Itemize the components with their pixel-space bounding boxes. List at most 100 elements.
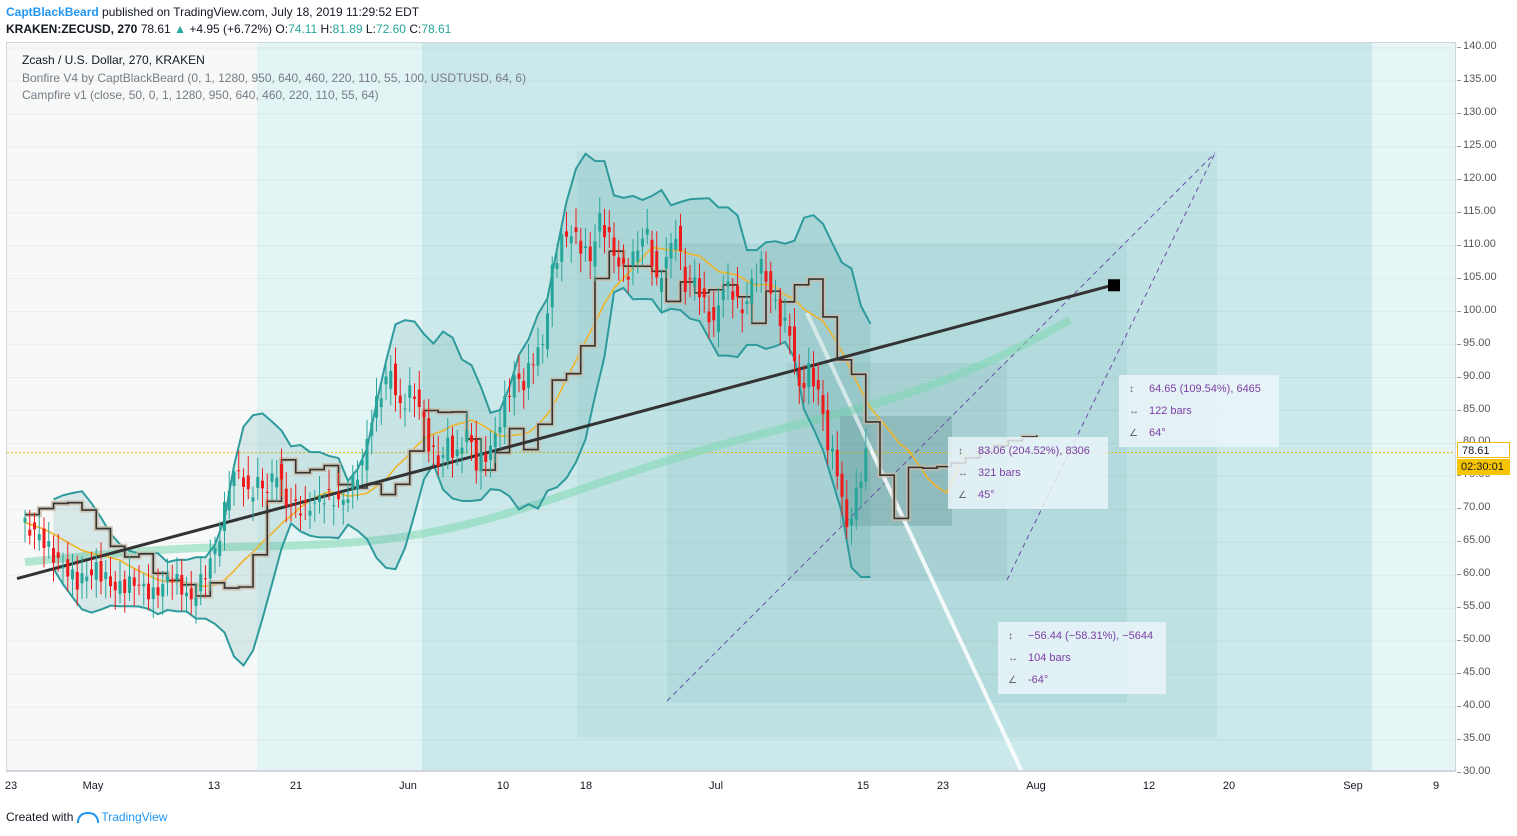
- candle-body: [674, 238, 678, 250]
- candle-body: [308, 510, 312, 516]
- candle-body: [327, 489, 331, 491]
- candle: [37, 514, 41, 551]
- candle-body: [346, 499, 350, 503]
- candle-body: [299, 513, 302, 516]
- x-tick-label: Jun: [399, 780, 417, 792]
- candle-body: [351, 475, 355, 489]
- candle: [132, 568, 136, 606]
- candle-body: [33, 522, 36, 530]
- candle-body: [185, 592, 188, 597]
- candle-body: [655, 251, 659, 278]
- open-label: O:: [275, 22, 289, 36]
- candle: [384, 359, 388, 400]
- footer-brand[interactable]: TradingView: [101, 810, 168, 824]
- candle-body: [569, 236, 573, 244]
- legend-bonfire[interactable]: Bonfire V4 by CaptBlackBeard (0, 1, 1280…: [22, 71, 527, 85]
- change-value: +4.95 (+6.72%): [189, 22, 273, 36]
- candle-body: [745, 301, 749, 305]
- last-price: 78.61: [140, 22, 171, 36]
- candle: [166, 558, 169, 596]
- legend-campfire[interactable]: Campfire v1 (close, 50, 0, 1, 1280, 950,…: [22, 88, 379, 102]
- measure-3-change: −56.44 (−58.31%), −5644: [1028, 630, 1154, 642]
- candle-body: [859, 481, 863, 489]
- candle: [337, 473, 340, 508]
- candle-body: [617, 257, 621, 267]
- x-tick-label: 12: [1142, 780, 1156, 792]
- candle: [289, 487, 293, 522]
- candle-body: [137, 584, 141, 586]
- candle: [508, 378, 511, 412]
- candle-body: [180, 574, 184, 595]
- candle: [821, 379, 825, 432]
- last-price-tag: 78.61: [1457, 442, 1510, 458]
- candle-body: [175, 573, 179, 580]
- measure-box-3[interactable]: ↕ −56.44 (−58.31%), −5644 ↔ 104 bars ∠ -64°: [998, 622, 1166, 694]
- time-axis[interactable]: 23 May 13 21 Jun 10 18 Jul 15 23 Aug 12 20 Sep 9: [5, 771, 1456, 802]
- candle: [522, 368, 526, 409]
- candle-body: [451, 435, 454, 458]
- candle: [417, 370, 421, 420]
- y-tick-label: 100.00: [1457, 303, 1497, 316]
- low-value: 72.60: [375, 22, 406, 36]
- candle: [142, 573, 146, 606]
- chart-pane[interactable]: Zcash / U.S. Dollar, 270, KRAKEN Bonfire…: [6, 42, 1456, 771]
- measure-box-1[interactable]: ↕ 64.65 (109.54%), 6465 ↔ 122 bars ∠ 64°: [1119, 375, 1279, 447]
- candle-body: [650, 239, 654, 267]
- candle: [189, 570, 193, 615]
- symbol-label: KRAKEN:ZECUSD, 270: [6, 22, 138, 36]
- candle-body: [698, 278, 701, 298]
- candle-body: [645, 228, 649, 235]
- y-tick-label: 45.00: [1457, 666, 1491, 679]
- candle: [588, 232, 592, 280]
- bar-timer-tag: 02:30:01: [1457, 459, 1510, 475]
- y-tick-label: 55.00: [1457, 600, 1491, 613]
- candle: [674, 219, 678, 261]
- candle-body: [56, 552, 60, 558]
- x-tick-label: Sep: [1343, 780, 1363, 792]
- candle: [246, 455, 250, 500]
- y-tick-label: 105.00: [1457, 270, 1497, 283]
- price-range-icon: ↕: [1008, 631, 1013, 642]
- x-tick-label: 15: [856, 780, 870, 792]
- candle-body: [588, 246, 592, 262]
- measure-box-2[interactable]: ↕ 83.06 (204.52%), 8306 ↔ 321 bars ∠ 45°: [948, 437, 1108, 509]
- candle-body: [717, 305, 720, 333]
- candle-body: [489, 445, 492, 461]
- bollinger-lower: [52, 286, 871, 668]
- candle: [137, 565, 141, 596]
- candle: [199, 555, 203, 606]
- candle-body: [227, 490, 231, 511]
- angle-icon: ∠: [1129, 428, 1138, 439]
- candle: [23, 510, 27, 543]
- candle: [793, 307, 796, 375]
- y-tick-label: 125.00: [1457, 138, 1497, 151]
- candle: [755, 263, 758, 293]
- candle-body: [94, 561, 98, 580]
- candle: [451, 426, 454, 478]
- candle-body: [379, 398, 383, 408]
- candle-body: [612, 237, 616, 256]
- candle: [370, 409, 374, 455]
- candle-body: [826, 410, 830, 451]
- x-tick-label: Aug: [1026, 780, 1046, 792]
- long-ma-halo: [24, 316, 1072, 567]
- price-axis[interactable]: 140.00 135.00 130.00 125.00 120.00 115.00 110.…: [1457, 40, 1512, 777]
- candle: [47, 522, 51, 559]
- candle-body: [147, 583, 150, 600]
- author-link[interactable]: CaptBlackBeard: [6, 5, 99, 19]
- candle: [769, 261, 773, 314]
- y-tick-label: 50.00: [1457, 633, 1491, 646]
- candle: [750, 268, 754, 324]
- candle-body: [403, 408, 407, 410]
- candle-body: [802, 382, 806, 389]
- candle: [251, 486, 255, 521]
- candle: [213, 536, 217, 574]
- candle: [75, 555, 79, 606]
- candle: [446, 417, 450, 470]
- y-tick-label: 120.00: [1457, 171, 1497, 184]
- ohlc-header: KRAKEN:ZECUSD, 270 78.61 ▲ +4.95 (+6.72%…: [6, 22, 451, 36]
- x-tick-label: Jul: [708, 780, 724, 792]
- legend-symbol[interactable]: Zcash / U.S. Dollar, 270, KRAKEN: [22, 53, 205, 67]
- candle: [432, 435, 435, 467]
- candle: [194, 583, 198, 624]
